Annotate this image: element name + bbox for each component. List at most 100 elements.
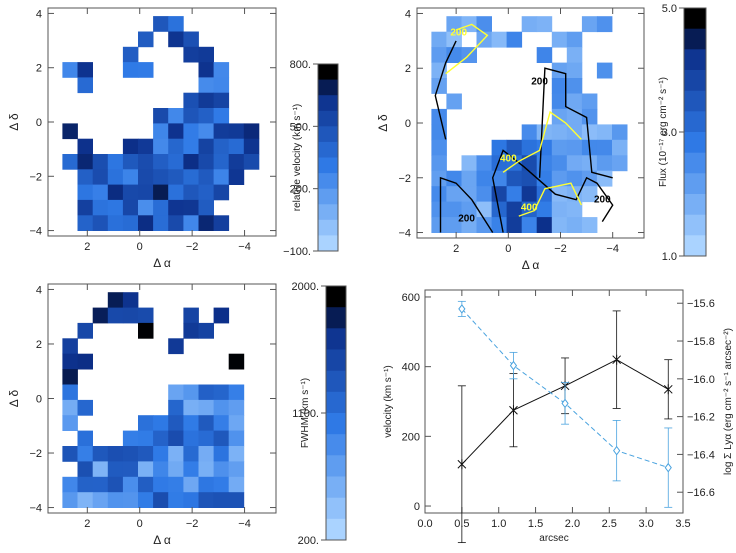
colorbar-label: FWHM (km s⁻¹)	[300, 378, 311, 448]
heatmap-cell	[551, 170, 568, 187]
series-1	[457, 310, 673, 544]
heatmap-cell	[183, 154, 199, 170]
heatmap-cell	[596, 16, 613, 33]
heatmap-cell	[138, 154, 154, 170]
heatmap-cell	[596, 62, 613, 79]
heatmap-cell	[122, 138, 139, 155]
heatmap-cell	[213, 154, 230, 170]
colorbar-swatch	[326, 413, 346, 435]
heatmap-cell	[122, 307, 139, 324]
contour-black	[538, 67, 613, 179]
colorbar-swatch	[318, 173, 338, 190]
heatmap-cell	[566, 78, 583, 94]
colorbar-tick-label: 200.	[298, 535, 319, 547]
colorbar-swatch	[326, 518, 346, 541]
heatmap-cell	[92, 215, 109, 231]
heatmap-cell	[107, 292, 124, 308]
heatmap-cell	[431, 217, 447, 233]
heatmap-cell	[107, 215, 124, 231]
heatmap-cell	[138, 492, 154, 508]
heatmap-cell	[153, 461, 169, 478]
colorbar-swatch	[318, 219, 338, 236]
heatmap-cell	[62, 154, 78, 170]
heatmap-cell	[198, 430, 214, 447]
heatmap-cell	[446, 201, 462, 218]
heatmap-cell	[107, 169, 124, 185]
data-point-asterisk	[509, 405, 518, 416]
heatmap-cell	[461, 16, 477, 33]
colorbar-swatch	[684, 214, 706, 236]
heatmap-cell	[183, 184, 199, 201]
y-tick-label: −2	[29, 171, 42, 183]
contour-label: 400	[521, 203, 538, 214]
heatmap-cell	[228, 446, 245, 462]
y-tick-label: 0	[36, 117, 42, 129]
y2-tick-label: −15.8	[687, 336, 715, 348]
profile-panel: 0.0 0.5 1.0 1.5 2.0 2.5 3.0 3.50200400600−15.6−…	[383, 289, 734, 544]
heatmap-cell	[153, 446, 169, 462]
heatmap-cell	[168, 338, 184, 355]
x-tick-label: 1.0	[491, 518, 506, 530]
heatmap-cell	[536, 217, 553, 233]
heatmap-cell	[506, 31, 523, 48]
contour-label: 200	[458, 214, 475, 225]
heatmap-cell	[198, 46, 214, 63]
y-tick-label: −4	[398, 228, 411, 240]
heatmap-cell	[168, 184, 184, 201]
heatmap-cell	[77, 169, 93, 185]
heatmap-cell	[138, 215, 154, 231]
heatmap-cell	[77, 399, 93, 416]
x-tick-label: 1.5	[528, 518, 543, 530]
y-tick-label: −4	[29, 503, 42, 515]
heatmap-cell	[122, 492, 139, 508]
heatmap-cell	[183, 415, 199, 431]
colorbar-swatch	[318, 157, 338, 174]
y-tick-label: 600	[402, 292, 420, 304]
y-tick-label: −2	[398, 173, 411, 185]
heatmap-cell	[213, 92, 230, 109]
x-tick-label: −4	[238, 241, 251, 253]
heatmap-cell	[431, 201, 447, 218]
heatmap-cell	[168, 399, 184, 416]
y-tick-label: 2	[405, 63, 411, 75]
colorbar-swatch	[684, 28, 706, 50]
heatmap-cell	[213, 77, 230, 94]
heatmap-cell	[153, 123, 169, 140]
heatmap-cell	[243, 154, 260, 170]
contour-label: 200	[450, 27, 467, 38]
heatmap-cell	[107, 476, 124, 493]
heatmap-cell	[168, 199, 184, 216]
heatmap-cell	[566, 155, 583, 172]
heatmap-cell	[491, 217, 508, 233]
heatmap-cell	[138, 138, 154, 155]
heatmap-cell	[183, 322, 199, 339]
heatmap-cell	[198, 446, 214, 462]
heatmap-cell	[566, 31, 583, 48]
heatmap-cell	[612, 155, 628, 172]
y-axis-label: Δ δ	[7, 113, 21, 131]
contour-label: 200	[531, 77, 548, 88]
heatmap-cell	[183, 46, 199, 63]
heatmap-cell	[581, 155, 598, 172]
heatmap-cell	[476, 217, 492, 233]
heatmap-cell	[243, 123, 260, 140]
heatmap-cell	[198, 322, 214, 339]
heatmap-cell	[92, 476, 109, 493]
contour-black	[439, 176, 494, 233]
heatmap-cell	[183, 476, 199, 493]
colorbar-tick-label: 5.0	[662, 3, 677, 15]
heatmap-cell	[228, 154, 245, 170]
colorbar-label: relative velocity (km s⁻¹)	[292, 104, 303, 212]
heatmap-cell	[77, 138, 93, 155]
contour-black	[434, 40, 457, 140]
heatmap-cell	[138, 446, 154, 462]
heatmap-cell	[62, 384, 78, 401]
heatmap-cell	[491, 170, 508, 187]
x-tick-label: 0	[137, 241, 143, 253]
heatmap-cell	[521, 124, 538, 141]
heatmap-cell	[153, 415, 169, 431]
heatmap-cell	[461, 201, 477, 218]
heatmap-cell	[581, 93, 598, 110]
colorbar-swatch	[684, 111, 706, 133]
